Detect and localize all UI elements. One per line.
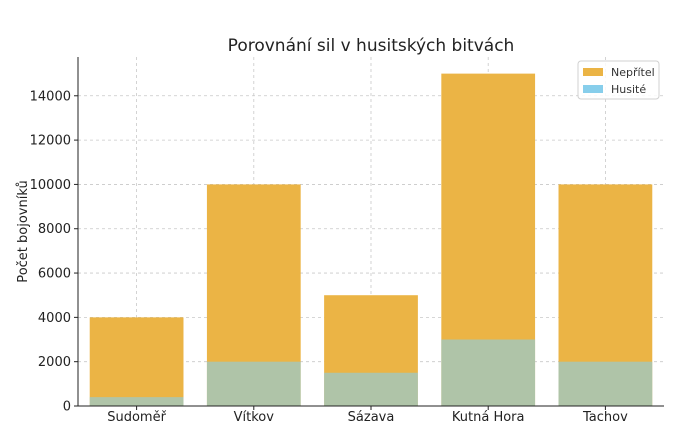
x-tick-label: Sudoměř xyxy=(107,410,166,425)
legend-swatch-enemy xyxy=(583,68,603,76)
x-tick-label: Sázava xyxy=(348,410,395,425)
legend-label-enemy: Nepřítel xyxy=(611,66,655,79)
legend-label-hussites: Husité xyxy=(611,83,646,96)
y-tick-label: 10000 xyxy=(30,178,71,193)
bar-hussites-2 xyxy=(324,372,418,406)
y-tick-label: 8000 xyxy=(38,222,71,237)
y-tick-label: 4000 xyxy=(38,311,71,326)
y-tick-label: 6000 xyxy=(38,267,71,282)
y-tick-label: 12000 xyxy=(30,134,71,149)
y-tick-label: 2000 xyxy=(38,355,71,370)
x-tick-label: Vítkov xyxy=(234,410,275,425)
axes xyxy=(74,57,664,410)
bar-hussites-4 xyxy=(558,361,653,406)
bar-enemy-0 xyxy=(89,317,184,406)
y-tick-label: 0 xyxy=(63,400,71,415)
legend-swatch-hussites xyxy=(583,85,603,93)
tick-labels: 0 2000 4000 6000 8000 10000 12000 14000 Sudoměř V… xyxy=(30,89,628,425)
x-tick-label: Tachov xyxy=(582,410,628,425)
bar-hussites-1 xyxy=(206,361,301,406)
x-tick-label: Kutná Hora xyxy=(452,410,525,425)
chart-title: Porovnání sil v husitských bitvách xyxy=(228,36,515,56)
bar-hussites-3 xyxy=(441,339,536,406)
bars xyxy=(89,73,653,406)
y-axis-label: Počet bojovníků xyxy=(16,180,31,282)
legend: Nepřítel Husité xyxy=(577,60,660,100)
bar-hussites-0 xyxy=(89,397,184,406)
y-tick-label: 14000 xyxy=(30,89,71,104)
